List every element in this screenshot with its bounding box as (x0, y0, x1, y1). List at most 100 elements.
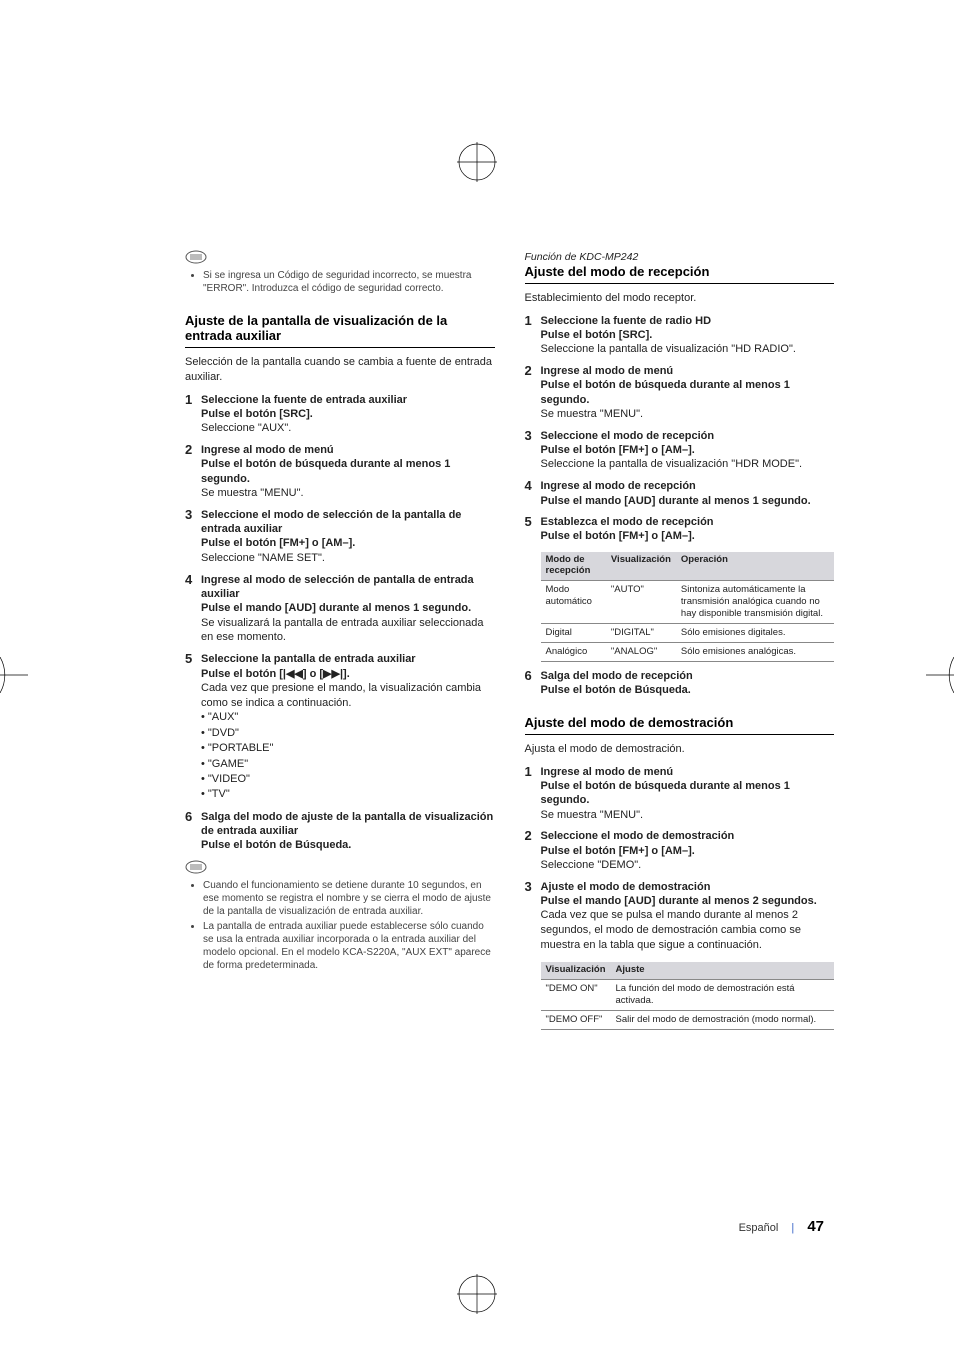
note-list: Cuando el funcionamiento se detiene dura… (185, 879, 495, 972)
demo-mode-table: VisualizaciónAjuste"DEMO ON"La función d… (541, 962, 835, 1030)
section-intro: Selección de la pantalla cuando se cambi… (185, 355, 495, 385)
step: 1Seleccione la fuente de radio HDPulse e… (525, 314, 835, 357)
left-column: Si se ingresa un Código de seguridad inc… (185, 250, 495, 1037)
footer-language: Español (739, 1222, 779, 1234)
table-cell: Sólo emisiones digitales. (676, 623, 834, 642)
step: 1Seleccione la fuente de entrada auxilia… (185, 393, 495, 436)
section-heading: Ajuste del modo de recepción (525, 264, 835, 284)
table-cell: "DIGITAL" (606, 623, 676, 642)
table-row: "DEMO OFF"Salir del modo de demostración… (541, 1010, 835, 1029)
step: 6 Salga del modo de recepción Pulse el b… (525, 669, 835, 698)
crop-mark-left (0, 657, 36, 693)
section-intro: Ajusta el modo de demostración. (525, 742, 835, 757)
section-heading: Ajuste del modo de demostración (525, 715, 835, 735)
crop-mark-bottom (457, 1274, 497, 1314)
step-action: Pulse el botón [SRC]. (541, 328, 835, 342)
step-number: 4 (525, 479, 541, 508)
note-list: Si se ingresa un Código de seguridad inc… (185, 269, 495, 295)
step-action: Pulse el botón de búsqueda durante al me… (541, 779, 835, 808)
note-item: Cuando el funcionamiento se detiene dura… (203, 879, 495, 918)
step-number: 3 (525, 880, 541, 953)
step: 5Establezca el modo de recepciónPulse el… (525, 515, 835, 544)
step-action: Pulse el mando [AUD] durante al menos 2 … (541, 894, 835, 908)
note-item: La pantalla de entrada auxiliar puede es… (203, 920, 495, 972)
table-header: Ajuste (611, 962, 834, 979)
step-action: Pulse el botón [FM+] o [AM–]. (201, 536, 495, 550)
step: 3Ajuste el modo de demostraciónPulse el … (525, 880, 835, 953)
step-title: Seleccione el modo de recepción (541, 429, 835, 443)
step-action: Pulse el botón [|◀◀] o [▶▶|]. (201, 667, 495, 681)
step-description: Se visualizará la pantalla de entrada au… (201, 616, 495, 646)
table-cell: Digital (541, 623, 606, 642)
table-cell: "DEMO OFF" (541, 1010, 611, 1029)
step-action: Pulse el botón [FM+] o [AM–]. (541, 844, 835, 858)
table-cell: La función del modo de demostración está… (611, 979, 834, 1010)
table-row: Digital"DIGITAL"Sólo emisiones digitales… (541, 623, 835, 642)
section-heading: Ajuste de la pantalla de visualización d… (185, 313, 495, 348)
step-title: Seleccione la fuente de entrada auxiliar (201, 393, 495, 407)
step-number: 1 (525, 314, 541, 357)
footer-divider: | (791, 1222, 794, 1234)
step-action: Pulse el botón de Búsqueda. (541, 683, 835, 697)
step-title: Salga del modo de ajuste de la pantalla … (201, 810, 495, 839)
step-number: 3 (185, 508, 201, 566)
step-action: Pulse el botón de Búsqueda. (201, 838, 495, 852)
step-description: Seleccione la pantalla de visualización … (541, 457, 835, 472)
step-number: 1 (525, 765, 541, 823)
table-cell: "AUTO" (606, 581, 676, 624)
step-number: 2 (185, 443, 201, 501)
reception-mode-table: Modo de recepciónVisualizaciónOperaciónM… (541, 552, 835, 661)
step-description: Cada vez que presione el mando, la visua… (201, 681, 495, 711)
step-description: Se muestra "MENU". (201, 486, 495, 501)
step-number: 4 (185, 573, 201, 646)
right-column: Función de KDC-MP242 Ajuste del modo de … (525, 250, 835, 1037)
step-description: Seleccione "NAME SET". (201, 551, 495, 566)
table-row: Modo automático"AUTO"Sintoniza automátic… (541, 581, 835, 624)
step-action: Pulse el botón de búsqueda durante al me… (201, 457, 495, 486)
step-title: Ingrese al modo de selección de pantalla… (201, 573, 495, 602)
step-title: Ajuste el modo de demostración (541, 880, 835, 894)
step-number: 2 (525, 829, 541, 872)
step: 5Seleccione la pantalla de entrada auxil… (185, 652, 495, 803)
sublist-item: • "PORTABLE" (201, 741, 495, 756)
note-item: Si se ingresa un Código de seguridad inc… (203, 269, 495, 295)
step-number: 1 (185, 393, 201, 436)
step: 3Seleccione el modo de recepciónPulse el… (525, 429, 835, 472)
step-description: Se muestra "MENU". (541, 407, 835, 422)
note-icon (185, 860, 207, 874)
page-number: 47 (807, 1218, 824, 1235)
step: 3Seleccione el modo de selección de la p… (185, 508, 495, 566)
step: 4Ingrese al modo de recepciónPulse el ma… (525, 479, 835, 508)
step-action: Pulse el botón [FM+] o [AM–]. (541, 443, 835, 457)
table-cell: Modo automático (541, 581, 606, 624)
step-title: Ingrese al modo de menú (541, 765, 835, 779)
step: 4Ingrese al modo de selección de pantall… (185, 573, 495, 646)
step: Modo de recepciónVisualizaciónOperaciónM… (525, 550, 835, 661)
page-footer: Español | 47 (739, 1218, 824, 1235)
step-description: Se muestra "MENU". (541, 808, 835, 823)
sublist-item: • "GAME" (201, 757, 495, 772)
sublist-item: • "TV" (201, 787, 495, 802)
step: VisualizaciónAjuste"DEMO ON"La función d… (525, 960, 835, 1030)
step-action: Pulse el mando [AUD] durante al menos 1 … (541, 494, 835, 508)
table-header: Visualización (541, 962, 611, 979)
step: 2Ingrese al modo de menúPulse el botón d… (525, 364, 835, 422)
step: 2Seleccione el modo de demostraciónPulse… (525, 829, 835, 872)
table-header: Modo de recepción (541, 552, 606, 580)
sublist-item: • "VIDEO" (201, 772, 495, 787)
step-title: Seleccione el modo de selección de la pa… (201, 508, 495, 537)
note-icon (185, 250, 207, 264)
step-title: Seleccione la fuente de radio HD (541, 314, 835, 328)
step-action: Pulse el botón de búsqueda durante al me… (541, 378, 835, 407)
step-number: 6 (525, 669, 541, 698)
step-title: Seleccione el modo de demostración (541, 829, 835, 843)
step-description: Cada vez que se pulsa el mando durante a… (541, 908, 835, 953)
table-cell: Sólo emisiones analógicas. (676, 642, 834, 661)
sublist-item: • "AUX" (201, 710, 495, 725)
step-sublist: • "AUX"• "DVD"• "PORTABLE"• "GAME"• "VID… (201, 710, 495, 802)
table-cell: "DEMO ON" (541, 979, 611, 1010)
step-number: 5 (525, 515, 541, 544)
step-title: Ingrese al modo de menú (541, 364, 835, 378)
step-description: Seleccione "AUX". (201, 421, 495, 436)
step-title: Seleccione la pantalla de entrada auxili… (201, 652, 495, 666)
